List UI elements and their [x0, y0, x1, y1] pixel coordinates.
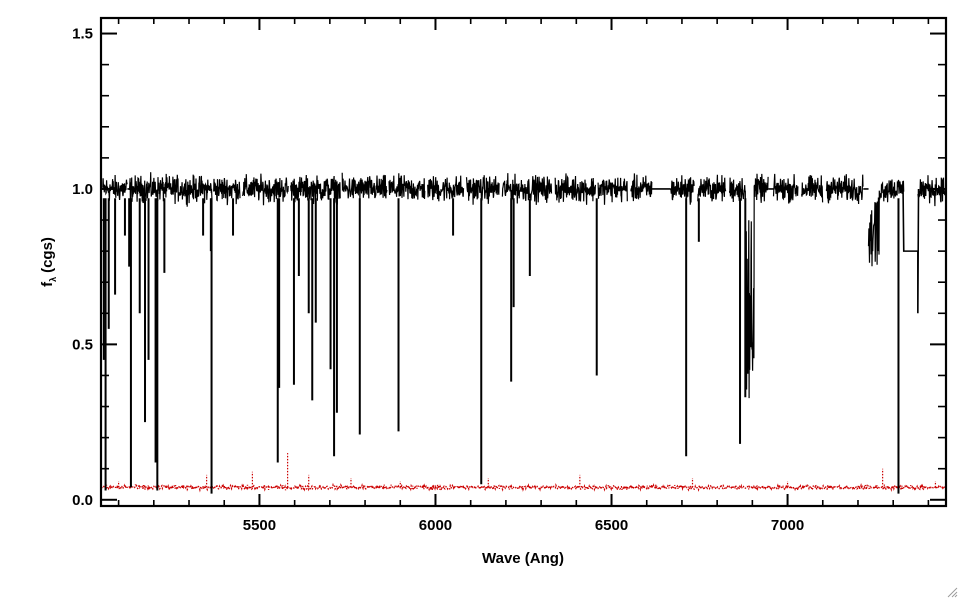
- flux-segment: [427, 175, 465, 202]
- y-axis-title-unit: (cgs): [39, 237, 56, 273]
- error-trace: [101, 482, 946, 493]
- flux-segment: [917, 175, 946, 207]
- flux-plateau: [902, 188, 920, 314]
- x-tick-label: 7000: [771, 517, 804, 534]
- flux-spectrum-series: [102, 172, 946, 494]
- flux-segment: [241, 173, 289, 206]
- y-axis-title-main: f: [39, 281, 56, 287]
- axis-ticks: [101, 18, 946, 506]
- y-tick-label: 0.5: [72, 336, 93, 353]
- x-axis-title: Wave (Ang): [482, 550, 564, 567]
- resize-grip-icon[interactable]: [946, 586, 958, 598]
- flux-segment: [630, 173, 653, 202]
- flux-segment: [825, 174, 864, 205]
- flux-segment: [102, 174, 128, 201]
- flux-segment: [388, 173, 426, 200]
- flux-segment: [341, 172, 388, 201]
- y-axis-title: fλ (cgs): [39, 237, 58, 287]
- flux-segment: [597, 177, 628, 205]
- flux-segment: [128, 172, 213, 207]
- x-tick-labels: 5500 6000 6500 7000: [243, 517, 805, 534]
- y-tick-label: 1.5: [72, 26, 93, 43]
- y-tick-labels: 0.0 0.5 1.0 1.5: [72, 26, 93, 509]
- flux-segment: [670, 175, 695, 205]
- x-tick-label: 5500: [243, 517, 276, 534]
- x-tick-label: 6500: [595, 517, 628, 534]
- x-tick-label: 6000: [419, 517, 452, 534]
- flux-segment: [772, 173, 799, 204]
- flux-segment: [465, 175, 500, 205]
- plot-frame: [99, 16, 948, 508]
- flux-segment: [697, 174, 727, 202]
- y-axis-title-subscript: λ: [48, 277, 58, 282]
- y-tick-label: 0.0: [72, 492, 93, 509]
- y-tick-label: 1.0: [72, 181, 93, 198]
- flux-segment: [801, 174, 824, 203]
- flux-segment: [213, 177, 241, 206]
- error-spectrum-series: [101, 453, 946, 493]
- flux-segment: [501, 173, 553, 205]
- flux-segment: [728, 173, 769, 399]
- flux-segment: [867, 179, 905, 267]
- flux-segment: [554, 173, 596, 205]
